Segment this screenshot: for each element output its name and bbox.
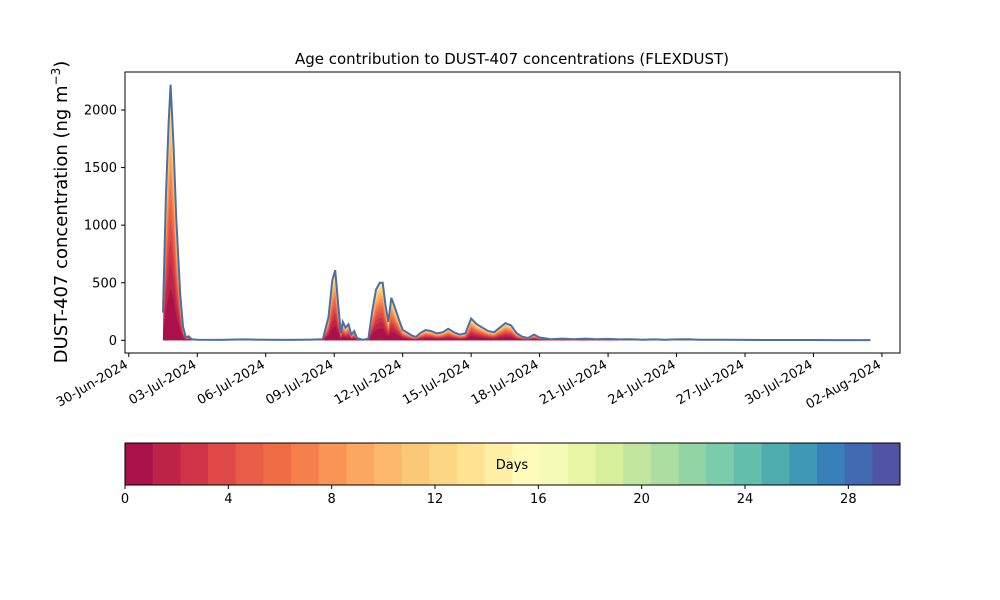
- plot-frame: [124, 71, 901, 354]
- x-tick-label: 27-Jul-2024: [674, 357, 747, 408]
- colorbar-swatch: [291, 443, 320, 485]
- age-band-area: [163, 157, 871, 341]
- x-tick-label: 06-Jul-2024: [195, 357, 268, 408]
- colorbar-swatch: [623, 443, 652, 485]
- colorbar-swatch: [401, 443, 430, 485]
- colorbar-tick-label: 4: [224, 492, 232, 507]
- colorbar-swatch: [789, 443, 818, 485]
- colorbar-swatch: [457, 443, 486, 485]
- y-tick-label: 500: [92, 276, 117, 291]
- age-band-area: [163, 219, 871, 341]
- colorbar-swatch: [374, 443, 403, 485]
- colorbar-tick-label: 28: [840, 492, 857, 507]
- colorbar-swatch: [429, 443, 458, 485]
- total-concentration-line: [162, 84, 871, 342]
- colorbar-swatch: [567, 443, 597, 485]
- colorbar-swatch: [235, 443, 264, 485]
- colorbar-tick-label: 20: [633, 492, 650, 507]
- x-tick-label: 21-Jul-2024: [537, 357, 610, 408]
- y-tick-label: 2000: [84, 104, 117, 119]
- colorbar-swatch: [650, 443, 680, 485]
- colorbar-swatch: [484, 443, 513, 485]
- colorbar-tick-label: 8: [328, 492, 336, 507]
- y-axis: 0 500 1000 1500 2000: [84, 104, 125, 349]
- chart-title: Age contribution to DUST-407 concentrati…: [295, 50, 729, 68]
- age-band-area: [163, 144, 871, 341]
- colorbar-swatch: [152, 443, 181, 485]
- colorbar-swatch: [263, 443, 292, 485]
- x-tick-label: 30-Jun-2024: [54, 357, 131, 410]
- x-tick-label: 09-Jul-2024: [263, 357, 336, 408]
- colorbar-swatch: [706, 443, 735, 485]
- age-band-area: [163, 171, 871, 341]
- age-band-area: [163, 84, 871, 341]
- x-tick-label: 02-Aug-2024: [804, 357, 884, 412]
- age-band-area: [163, 119, 871, 341]
- x-tick-label: 03-Jul-2024: [126, 357, 199, 408]
- colorbar-swatch: [761, 443, 790, 485]
- age-band-area: [163, 260, 871, 341]
- y-tick-label: 0: [109, 334, 117, 349]
- colorbar-tick-label: 24: [737, 492, 754, 507]
- colorbar-swatch: [678, 443, 707, 485]
- x-tick-label: 24-Jul-2024: [606, 357, 679, 408]
- x-tick-label: 18-Jul-2024: [469, 357, 542, 408]
- colorbar-swatch: [318, 443, 347, 485]
- y-axis-label: DUST-407 concentration (ng m−3): [49, 61, 72, 364]
- y-tick-label: 1500: [84, 161, 117, 176]
- colorbar-tick-label: 12: [427, 492, 444, 507]
- colorbar-swatch: [125, 443, 154, 485]
- y-tick-label: 1000: [84, 219, 117, 234]
- colorbar-swatch: [844, 443, 873, 485]
- plot-area: [162, 84, 871, 342]
- age-band-area: [163, 186, 871, 341]
- x-tick-label: 15-Jul-2024: [400, 357, 473, 408]
- colorbar-axis: 0 4 8 12 16 20 24 28: [121, 485, 857, 507]
- colorbar-swatch: [180, 443, 209, 485]
- colorbar-tick-label: 16: [530, 492, 547, 507]
- colorbar-swatch: [540, 443, 569, 485]
- x-tick-label: 12-Jul-2024: [332, 357, 405, 408]
- colorbar-swatch: [512, 443, 541, 485]
- colorbar-swatch: [733, 443, 763, 485]
- x-axis: 30-Jun-202403-Jul-202406-Jul-202409-Jul-…: [54, 353, 884, 413]
- colorbar-tick-label: 0: [121, 492, 129, 507]
- colorbar-swatch: [346, 443, 375, 485]
- colorbar-swatch: [208, 443, 237, 485]
- colorbar-swatch: [816, 443, 846, 485]
- colorbar-label: Days: [496, 458, 529, 473]
- age-band-area: [163, 202, 871, 341]
- colorbar-swatch: [595, 443, 624, 485]
- age-band-area: [163, 238, 871, 341]
- colorbar-swatch: [872, 443, 901, 485]
- age-band-area: [163, 95, 871, 341]
- age-band-area: [163, 131, 871, 341]
- age-band-area: [163, 107, 871, 341]
- colorbar-frame: [124, 442, 901, 486]
- colorbar: [125, 443, 901, 485]
- y-axis-label-superscript: −3: [49, 68, 63, 86]
